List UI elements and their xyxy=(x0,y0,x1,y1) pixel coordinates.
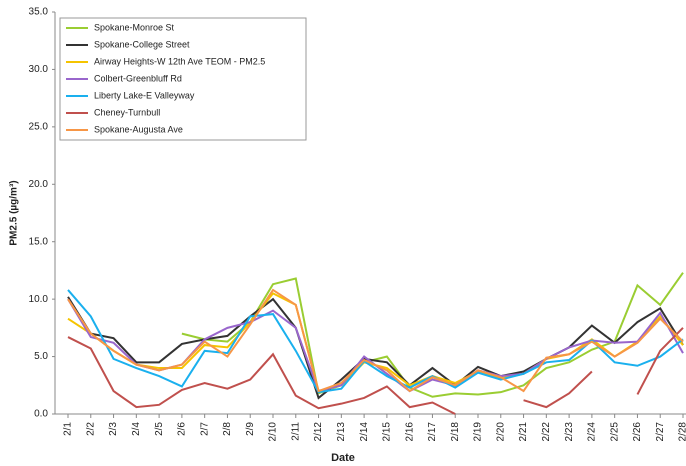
y-tick-label: 0.0 xyxy=(34,409,48,420)
x-tick-label: 2/26 xyxy=(632,422,643,442)
x-tick-label: 2/24 xyxy=(587,422,598,442)
x-tick-label: 2/6 xyxy=(177,422,188,436)
x-tick-label: 2/14 xyxy=(359,422,370,442)
legend-label: Cheney-Turnbull xyxy=(94,107,160,117)
x-tick-label: 2/10 xyxy=(268,422,279,442)
x-tick-label: 2/15 xyxy=(382,422,393,442)
y-axis-label: PM2.5 (µg/m³) xyxy=(9,180,20,245)
legend-label: Spokane-Augusta Ave xyxy=(94,124,183,134)
x-tick-label: 2/5 xyxy=(154,422,165,436)
x-tick-label: 2/1 xyxy=(63,422,74,436)
series-line xyxy=(67,289,684,394)
legend-label: Spokane-College Street xyxy=(94,39,190,49)
x-tick-label: 2/21 xyxy=(518,422,529,442)
x-tick-label: 2/28 xyxy=(678,422,686,442)
x-tick-label: 2/23 xyxy=(564,422,575,442)
x-tick-label: 2/7 xyxy=(199,422,210,436)
x-tick-label: 2/2 xyxy=(85,422,96,436)
y-tick-label: 30.0 xyxy=(29,64,49,75)
x-tick-label: 2/4 xyxy=(131,422,142,436)
series-line xyxy=(67,288,684,393)
y-tick-label: 5.0 xyxy=(34,351,48,362)
legend-label: Colbert-Greenbluff Rd xyxy=(94,73,182,83)
x-tick-label: 2/20 xyxy=(495,422,506,442)
x-tick-label: 2/19 xyxy=(473,422,484,442)
x-tick-label: 2/8 xyxy=(222,422,233,436)
legend xyxy=(59,17,307,141)
y-tick-label: 10.0 xyxy=(29,294,49,305)
legend-label: Spokane-Monroe St xyxy=(94,22,175,32)
y-tick-label: 15.0 xyxy=(29,236,49,247)
y-tick-label: 25.0 xyxy=(29,121,49,132)
x-tick-label: 2/3 xyxy=(108,422,119,436)
x-tick-label: 2/27 xyxy=(655,422,666,442)
x-tick-label: 2/12 xyxy=(313,422,324,442)
x-axis-label: Date xyxy=(331,452,355,464)
series-line xyxy=(67,327,684,415)
legend-label: Liberty Lake-E Valleyway xyxy=(94,90,195,100)
x-tick-label: 2/13 xyxy=(336,422,347,442)
x-tick-label: 2/17 xyxy=(427,422,438,442)
y-tick-label: 20.0 xyxy=(29,179,49,190)
y-tick-label: 35.0 xyxy=(29,7,49,18)
x-tick-label: 2/18 xyxy=(450,422,461,442)
legend-label: Airway Heights-W 12th Ave TEOM - PM2.5 xyxy=(94,56,265,66)
x-tick-label: 2/16 xyxy=(404,422,415,442)
x-tick-label: 2/25 xyxy=(609,422,620,442)
x-tick-label: 2/9 xyxy=(245,422,256,436)
x-tick-label: 2/11 xyxy=(290,422,301,441)
x-tick-label: 2/22 xyxy=(541,422,552,442)
series-line xyxy=(67,296,684,400)
